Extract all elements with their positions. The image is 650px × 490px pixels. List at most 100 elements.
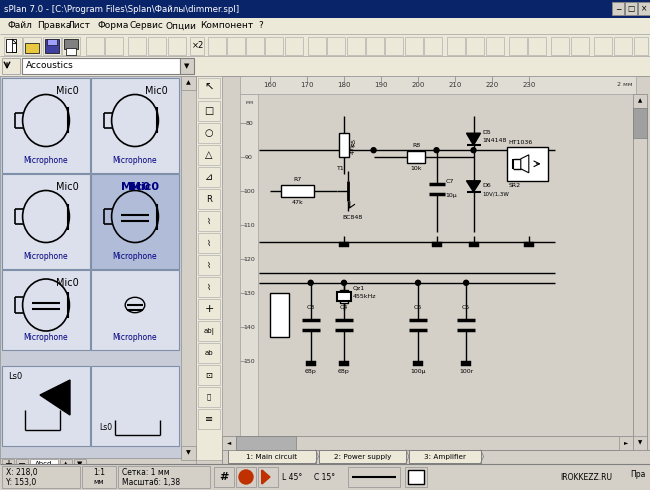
- Text: ▼: ▼: [185, 63, 190, 69]
- Bar: [486, 37, 504, 55]
- Bar: [424, 37, 442, 55]
- Bar: [222, 436, 633, 450]
- Text: sPlan 7.0 - [C:\Program Files\Splan\Файлы\dimmer.spl]: sPlan 7.0 - [C:\Program Files\Splan\Файл…: [4, 4, 239, 14]
- Bar: [198, 233, 220, 253]
- Text: BC848: BC848: [343, 216, 363, 220]
- Text: 1: Main circuit: 1: Main circuit: [246, 454, 297, 460]
- Bar: [198, 189, 220, 209]
- Text: 68p: 68p: [338, 369, 350, 374]
- Text: мм: мм: [94, 479, 104, 485]
- Text: T1: T1: [337, 166, 344, 171]
- Bar: [74, 459, 86, 469]
- Bar: [339, 242, 349, 247]
- Text: X: 218,0: X: 218,0: [6, 467, 38, 476]
- Bar: [2, 58, 20, 74]
- Bar: [198, 321, 220, 341]
- Bar: [148, 37, 166, 55]
- Text: +: +: [4, 459, 12, 469]
- Bar: [2, 459, 14, 469]
- Text: 110: 110: [243, 222, 255, 227]
- Bar: [594, 37, 612, 55]
- Text: 160: 160: [263, 82, 277, 88]
- Bar: [25, 43, 39, 53]
- Bar: [190, 37, 204, 55]
- Bar: [4, 37, 22, 55]
- Text: HT1036: HT1036: [509, 140, 533, 145]
- Text: 68p: 68p: [305, 369, 317, 374]
- Bar: [198, 277, 220, 297]
- Bar: [2, 270, 90, 350]
- Bar: [2, 78, 90, 173]
- Text: Microphone: Microphone: [23, 252, 68, 261]
- Text: 10V/1,3W: 10V/1,3W: [482, 192, 510, 197]
- Text: 80: 80: [245, 121, 253, 125]
- Text: 10μ: 10μ: [445, 193, 457, 198]
- Text: 180: 180: [337, 82, 351, 88]
- Text: мм: мм: [245, 100, 253, 105]
- Bar: [612, 2, 624, 15]
- Bar: [405, 37, 423, 55]
- Polygon shape: [467, 133, 480, 145]
- Bar: [198, 167, 220, 187]
- Text: ≡: ≡: [205, 414, 213, 424]
- Text: Ls0: Ls0: [99, 423, 112, 432]
- Bar: [91, 78, 179, 173]
- Bar: [528, 37, 546, 55]
- Bar: [181, 76, 196, 460]
- Text: 130: 130: [243, 291, 255, 295]
- Bar: [551, 37, 569, 55]
- Text: ►: ►: [624, 441, 628, 445]
- Bar: [246, 37, 264, 55]
- Bar: [22, 58, 180, 74]
- Bar: [198, 343, 220, 363]
- Text: ◄: ◄: [227, 441, 231, 445]
- Text: 10k: 10k: [410, 166, 422, 171]
- Bar: [571, 37, 589, 55]
- Bar: [60, 459, 72, 469]
- Bar: [339, 133, 349, 157]
- Bar: [66, 48, 76, 55]
- Text: Accoustics: Accoustics: [26, 62, 73, 71]
- Bar: [285, 37, 303, 55]
- Bar: [43, 37, 61, 55]
- Text: △: △: [205, 150, 213, 160]
- Text: Mic0: Mic0: [56, 278, 79, 288]
- Bar: [240, 76, 636, 94]
- Text: □: □: [204, 106, 214, 116]
- Bar: [198, 145, 220, 165]
- Bar: [222, 436, 236, 450]
- Bar: [308, 37, 326, 55]
- Text: 100r: 100r: [459, 369, 473, 374]
- Text: IROKKEZZ.RU: IROKKEZZ.RU: [560, 472, 612, 482]
- Text: 🔍: 🔍: [207, 393, 211, 400]
- Bar: [408, 470, 424, 484]
- Text: 210: 210: [448, 82, 461, 88]
- Bar: [222, 76, 650, 460]
- Text: ab|: ab|: [203, 327, 214, 335]
- Bar: [413, 361, 423, 366]
- Text: 220: 220: [486, 82, 499, 88]
- Bar: [2, 366, 90, 446]
- Bar: [198, 78, 220, 98]
- Text: 90: 90: [245, 154, 253, 160]
- Text: □: □: [627, 4, 634, 13]
- Text: ⌇: ⌇: [207, 239, 211, 247]
- Bar: [614, 37, 632, 55]
- Bar: [198, 123, 220, 143]
- Bar: [128, 37, 146, 55]
- Bar: [198, 365, 220, 385]
- Bar: [385, 37, 403, 55]
- Text: L 45°: L 45°: [282, 472, 302, 482]
- Bar: [168, 37, 186, 55]
- Text: 150: 150: [243, 359, 255, 364]
- Bar: [509, 37, 527, 55]
- Text: Компонент: Компонент: [200, 22, 254, 30]
- Text: Microphone: Microphone: [112, 333, 157, 342]
- Text: ⊡: ⊡: [205, 370, 213, 379]
- Circle shape: [463, 280, 469, 285]
- Bar: [507, 147, 547, 181]
- Text: 200: 200: [411, 82, 424, 88]
- Circle shape: [415, 280, 421, 285]
- Text: Масштаб: 1,38: Масштаб: 1,38: [122, 477, 180, 487]
- Text: ⌇: ⌇: [207, 283, 211, 292]
